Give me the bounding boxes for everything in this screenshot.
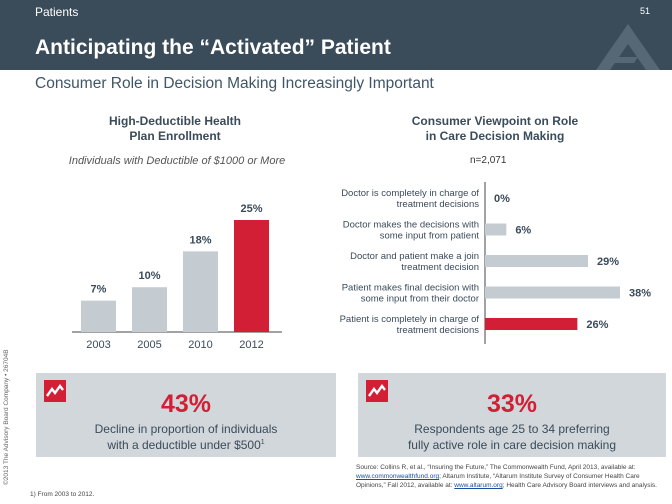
callout-left-line2-text: with a deductible under $500 xyxy=(107,438,261,453)
category-label-row-1-line1: Doctor is completely in charge of xyxy=(341,188,479,199)
source-suffix: ; Health Care Advisory Board interviews … xyxy=(502,482,657,490)
x-tick-label-2010: 2010 xyxy=(188,339,212,351)
trend-icon xyxy=(366,380,388,402)
callout-right-text: Respondents age 25 to 34 preferring full… xyxy=(358,421,666,453)
category-label-row-2-line1: Doctor makes the decisions with xyxy=(343,220,479,231)
bar-2005 xyxy=(132,287,167,332)
bar-2012 xyxy=(234,220,269,332)
decision-role-bar-chart: 0%Doctor is completely in charge oftreat… xyxy=(340,182,651,344)
right-chart-sample-size: n=2,071 xyxy=(470,155,507,166)
left-chart-title: High-Deductible Health Plan Enrollment xyxy=(60,114,290,144)
copyright: ©2013 The Advisory Board Company • 26704… xyxy=(3,349,10,485)
x-tick-label-2005: 2005 xyxy=(137,339,161,351)
category-label-row-5-line2: treatment decisions xyxy=(397,325,480,336)
callout-left-line1: Decline in proportion of individuals xyxy=(94,422,278,436)
category-label-row-4-line1: Patient makes final decision with xyxy=(342,283,479,294)
data-label-row-5: 26% xyxy=(586,319,608,331)
page-number: 51 xyxy=(640,6,651,16)
category-label-row-2-line2: some input from patient xyxy=(380,231,480,242)
right-chart-title: Consumer Viewpoint on Role in Care Decis… xyxy=(375,114,615,144)
callout-right-line1: Respondents age 25 to 34 preferring xyxy=(414,422,610,436)
category-label-row-1-line2: treatment decisions xyxy=(397,199,480,210)
data-label-row-4: 38% xyxy=(629,288,651,300)
left-chart-title-line2: Plan Enrollment xyxy=(129,129,221,143)
data-label-2012: 25% xyxy=(240,203,262,215)
data-label-row-3: 29% xyxy=(597,256,619,268)
source-citation: Source: Collins R, et al., “Insuring the… xyxy=(356,463,666,490)
callout-left-text: Decline in proportion of individuals wit… xyxy=(36,421,336,453)
page-subtitle: Consumer Role in Decision Making Increas… xyxy=(35,75,434,92)
callout-right-line2: fully active role in care decision makin… xyxy=(407,438,617,453)
bar-2010 xyxy=(183,251,218,332)
data-label-row-2: 6% xyxy=(515,225,531,237)
data-label-row-1: 0% xyxy=(494,193,510,205)
category-label-row-5-line1: Patient is completely in charge of xyxy=(340,314,480,325)
callout-right: 33% Respondents age 25 to 34 preferring … xyxy=(358,373,666,457)
callout-left-value: 43% xyxy=(160,390,212,418)
source-link-altarum[interactable]: www.altarum.org xyxy=(454,482,503,490)
callout-right-value: 33% xyxy=(486,390,538,418)
left-chart-subtitle: Individuals with Deductible of $1000 or … xyxy=(68,155,286,167)
source-middle: ; Altarum Institute, “Altarum Institute … xyxy=(356,473,640,490)
right-chart-title-line2: in Care Decision Making xyxy=(425,129,565,143)
data-label-2003: 7% xyxy=(91,284,107,296)
callout-left-footnote-mark: 1 xyxy=(260,439,265,447)
callout-left: 43% Decline in proportion of individuals… xyxy=(36,373,336,457)
header-bar: Patients 51 Anticipating the “Activated”… xyxy=(0,0,672,70)
callout-left-line2: with a deductible under $5001 xyxy=(36,437,336,453)
x-tick-label-2012: 2012 xyxy=(239,339,263,351)
bar-2003 xyxy=(81,300,116,332)
source-prefix: Source: Collins R, et al., “Insuring the… xyxy=(356,464,636,471)
category-label-row-3-line2: treatment decision xyxy=(401,262,479,273)
data-label-2010: 18% xyxy=(189,234,211,246)
footnote: 1) From 2003 to 2012. xyxy=(30,491,95,498)
section-label: Patients xyxy=(35,5,79,19)
x-tick-label-2003: 2003 xyxy=(86,339,110,351)
left-chart-title-line1: High-Deductible Health xyxy=(108,114,241,128)
bar-row-2 xyxy=(485,223,507,236)
page-title: Anticipating the “Activated” Patient xyxy=(35,36,391,59)
category-label-row-3-line1: Doctor and patient make a join xyxy=(350,251,479,262)
bar-row-4 xyxy=(485,286,620,299)
trend-icon xyxy=(44,380,66,402)
source-link-commonwealth[interactable]: www.commonwealthfund.org xyxy=(356,473,440,481)
category-label-row-4-line2: some input from their doctor xyxy=(361,294,479,305)
advisory-board-logo xyxy=(596,24,660,70)
data-label-2005: 10% xyxy=(138,270,160,282)
bar-row-5 xyxy=(485,318,578,330)
right-chart-title-line1: Consumer Viewpoint on Role xyxy=(411,114,579,128)
enrollment-bar-chart: 7% 2003 10% 2005 18% 2010 25% 2012 xyxy=(72,203,282,351)
bar-row-3 xyxy=(485,255,589,267)
